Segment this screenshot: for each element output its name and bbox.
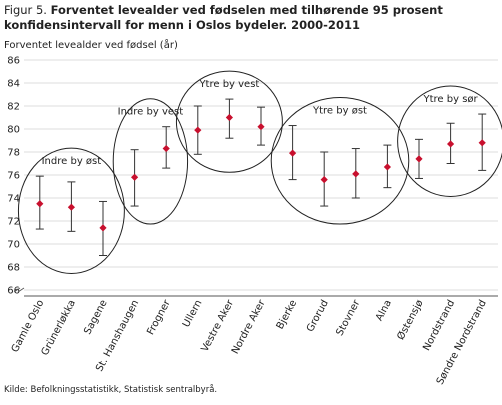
group-label: Indre by vest: [118, 107, 184, 118]
group-ellipse: [397, 85, 502, 197]
data-point: [257, 123, 265, 131]
y-tick-label: 74: [7, 194, 20, 205]
figure-number: Figur 5.: [4, 3, 47, 17]
chart-title: Figur 5. Forventet levealder ved fødsele…: [4, 3, 498, 33]
data-point: [67, 203, 75, 211]
data-point: [194, 126, 202, 134]
data-point: [383, 163, 391, 171]
y-tick-label: 72: [7, 217, 20, 228]
category-label: Nordstrand: [421, 298, 457, 353]
y-tick-label: 78: [7, 148, 20, 159]
group-label: Indre by øst: [42, 156, 102, 167]
y-axis-title: Forventet levealder ved fødsel (år): [4, 38, 178, 51]
y-tick-label: 66: [7, 286, 20, 297]
group-label: Ytre by øst: [312, 106, 367, 117]
figure-title-text: Forventet levealder ved fødselen med til…: [4, 3, 443, 32]
group-label: Ytre by sør: [423, 94, 479, 105]
axis-break-mark: [17, 287, 25, 293]
data-point: [99, 224, 107, 232]
data-point: [478, 139, 486, 147]
category-label: Nordre Aker: [230, 297, 268, 356]
y-tick-label: 84: [7, 79, 20, 90]
category-label: Vestre Aker: [200, 297, 237, 353]
group-ellipse: [175, 70, 283, 173]
data-point: [415, 155, 423, 163]
group-label: Ytre by vest: [198, 79, 259, 90]
data-point: [352, 170, 360, 178]
category-label: Ullern: [181, 298, 204, 329]
category-label: Grünerløkka: [40, 298, 78, 357]
y-tick-label: 82: [7, 102, 20, 113]
data-point: [162, 144, 170, 153]
category-label: Frogner: [145, 297, 173, 336]
data-point: [131, 173, 139, 181]
data-point: [320, 176, 328, 184]
category-label: Østensjø: [395, 298, 426, 342]
category-label: Bjerke: [275, 298, 300, 331]
y-tick-label: 80: [7, 125, 20, 136]
data-point: [447, 140, 455, 148]
y-tick-label: 76: [7, 171, 20, 182]
category-label: Stovner: [334, 297, 362, 337]
data-point: [225, 113, 233, 122]
axis-break-mark: [13, 287, 21, 293]
group-ellipse: [17, 147, 125, 274]
data-point: [289, 149, 297, 157]
group-ellipses: Indre by øst Indre by vest Ytre by vest Ytr…: [17, 70, 502, 274]
y-axis: 66 68 70 72 74 76 78 80 82 84 86: [7, 56, 498, 297]
data-point: [36, 200, 44, 208]
category-label: Sagene: [82, 298, 109, 336]
category-label: Alna: [374, 298, 394, 323]
data-series: [35, 98, 487, 256]
group-ellipse: [112, 98, 189, 225]
category-label: Gamle Oslo: [10, 298, 47, 354]
group-ellipse: [270, 97, 410, 225]
category-label: Grorud: [305, 298, 331, 334]
y-tick-label: 86: [7, 56, 20, 67]
y-tick-label: 68: [7, 263, 20, 274]
source-note: Kilde: Befolkningsstatistikk, Statistisk…: [4, 385, 218, 395]
y-tick-label: 70: [7, 240, 20, 251]
